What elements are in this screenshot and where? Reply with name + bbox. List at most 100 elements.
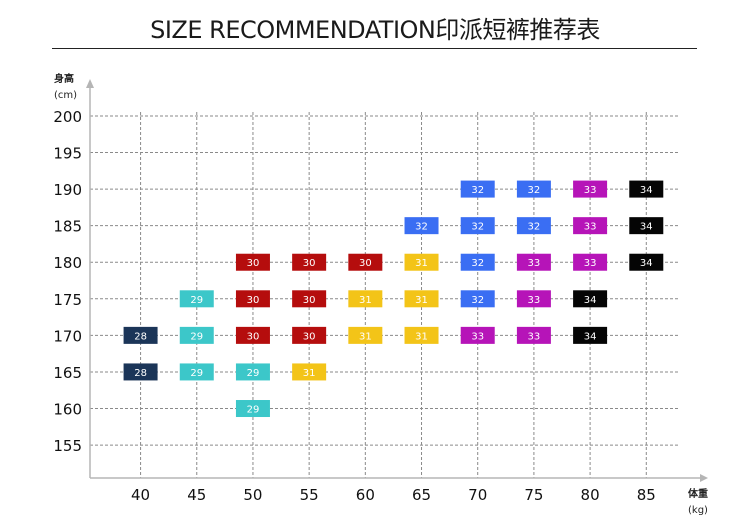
size-badge-box [179, 290, 214, 308]
size-badge-label: 30 [303, 295, 316, 306]
size-badge: 33 [460, 326, 495, 344]
size-badge: 33 [516, 290, 551, 308]
size-badge-label: 30 [359, 258, 372, 269]
size-badge-label: 32 [415, 222, 428, 233]
x-axis-arrow [700, 474, 708, 482]
size-badge-label: 31 [303, 368, 316, 379]
size-badge: 31 [292, 363, 327, 381]
size-badge: 29 [179, 326, 214, 344]
size-badge-box [348, 326, 383, 344]
y-tick-label: 185 [53, 218, 82, 236]
y-tick-label: 200 [53, 108, 82, 126]
size-badge: 32 [460, 217, 495, 235]
size-badge: 32 [460, 180, 495, 198]
title-divider [52, 48, 697, 49]
size-badge-label: 31 [359, 331, 372, 342]
size-badge: 34 [573, 290, 608, 308]
size-badge: 33 [573, 217, 608, 235]
size-badge-label: 30 [247, 295, 260, 306]
size-badge: 32 [460, 253, 495, 271]
size-badge: 33 [516, 326, 551, 344]
size-badge: 28 [123, 326, 158, 344]
size-badge-box [460, 290, 495, 308]
y-axis-arrow [86, 79, 94, 88]
x-axis-label: 体重 [688, 487, 708, 500]
size-badge-label: 34 [584, 331, 597, 342]
x-tick-label: 40 [131, 486, 150, 504]
size-badge-label: 32 [471, 185, 484, 196]
size-badge: 30 [348, 253, 383, 271]
y-axis-label: 身高 [54, 72, 74, 85]
size-badge-label: 32 [471, 222, 484, 233]
y-tick-label: 175 [53, 291, 82, 309]
x-tick-label: 50 [243, 486, 262, 504]
axes [86, 79, 708, 482]
size-badge-box [292, 290, 327, 308]
x-tick-label: 70 [468, 486, 487, 504]
size-badge-label: 29 [190, 368, 203, 379]
size-badge-box [629, 217, 664, 235]
y-tick-label: 165 [53, 364, 82, 382]
size-badge-box [292, 253, 327, 271]
size-badge-label: 30 [247, 331, 260, 342]
size-badge: 33 [573, 180, 608, 198]
size-badge-label: 31 [415, 331, 428, 342]
size-badge-label: 29 [190, 331, 203, 342]
size-badge-label: 29 [190, 295, 203, 306]
size-badge-box [516, 180, 551, 198]
y-tick-label: 170 [53, 327, 82, 345]
size-badge-label: 34 [640, 258, 653, 269]
size-badge-box [516, 326, 551, 344]
y-tick-label: 195 [53, 145, 82, 163]
size-marks: 28 28 29 29 29 30 30 30 29 29 30 30 30 31 30 31 31 32 31 31… [123, 180, 664, 418]
size-badge: 29 [179, 363, 214, 381]
size-badge-label: 32 [471, 258, 484, 269]
x-tick-label: 65 [412, 486, 431, 504]
size-badge-box [516, 253, 551, 271]
size-badge-label: 33 [584, 258, 597, 269]
size-badge: 29 [235, 400, 270, 418]
y-axis-unit: (cm) [54, 90, 77, 101]
size-badge: 29 [179, 290, 214, 308]
size-badge-label: 29 [247, 405, 260, 416]
size-badge-label: 33 [471, 331, 484, 342]
size-badge: 30 [292, 290, 327, 308]
size-badge-label: 28 [134, 368, 147, 379]
size-badge-label: 34 [640, 222, 653, 233]
size-badge-box [460, 253, 495, 271]
size-badge-box [292, 326, 327, 344]
size-badge-box [348, 290, 383, 308]
size-badge-label: 29 [247, 368, 260, 379]
size-badge-box [179, 326, 214, 344]
size-badge-box [573, 290, 608, 308]
size-badge: 34 [629, 253, 664, 271]
size-badge: 32 [516, 217, 551, 235]
size-badge-box [629, 180, 664, 198]
size-badge-label: 34 [640, 185, 653, 196]
size-badge-box [235, 400, 270, 418]
x-tick-label: 75 [524, 486, 543, 504]
y-tick-label: 190 [53, 181, 82, 199]
size-badge-box [404, 217, 439, 235]
size-badge: 33 [573, 253, 608, 271]
size-badge-label: 32 [471, 295, 484, 306]
size-badge: 32 [404, 217, 439, 235]
size-badge-box [629, 253, 664, 271]
size-badge-label: 31 [415, 258, 428, 269]
size-badge-label: 28 [134, 331, 147, 342]
size-badge-label: 31 [415, 295, 428, 306]
x-tick-label: 60 [356, 486, 375, 504]
size-badge: 31 [348, 326, 383, 344]
size-badge-box [573, 326, 608, 344]
size-badge: 33 [516, 253, 551, 271]
x-tick-label: 55 [300, 486, 319, 504]
size-badge-box [404, 290, 439, 308]
y-tick-label: 160 [53, 401, 82, 419]
size-badge-box [404, 253, 439, 271]
y-tick-label: 155 [53, 437, 82, 455]
size-badge-label: 30 [247, 258, 260, 269]
size-badge: 31 [404, 326, 439, 344]
size-badge-box [235, 326, 270, 344]
size-badge-box [460, 180, 495, 198]
